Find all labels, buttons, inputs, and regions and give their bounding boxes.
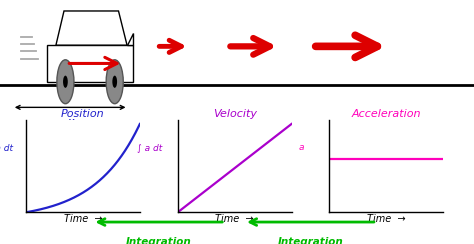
Polygon shape — [127, 33, 133, 45]
Text: ∫∫ a dt: ∫∫ a dt — [0, 143, 13, 152]
Text: a: a — [298, 143, 304, 152]
Title: Position: Position — [61, 109, 105, 119]
Text: Integration: Integration — [126, 237, 191, 244]
X-axis label: Time  →: Time → — [64, 214, 102, 224]
Polygon shape — [56, 11, 127, 45]
Polygon shape — [47, 45, 133, 82]
Circle shape — [63, 76, 68, 88]
Title: Velocity: Velocity — [213, 109, 256, 119]
Text: x: x — [67, 117, 73, 127]
Circle shape — [112, 76, 117, 88]
X-axis label: Time  →: Time → — [215, 214, 254, 224]
Circle shape — [57, 60, 74, 104]
X-axis label: Time  →: Time → — [367, 214, 406, 224]
Text: Integration: Integration — [278, 237, 343, 244]
Title: Acceleration: Acceleration — [352, 109, 421, 119]
Circle shape — [106, 60, 123, 104]
Text: ∫ a dt: ∫ a dt — [137, 143, 162, 152]
